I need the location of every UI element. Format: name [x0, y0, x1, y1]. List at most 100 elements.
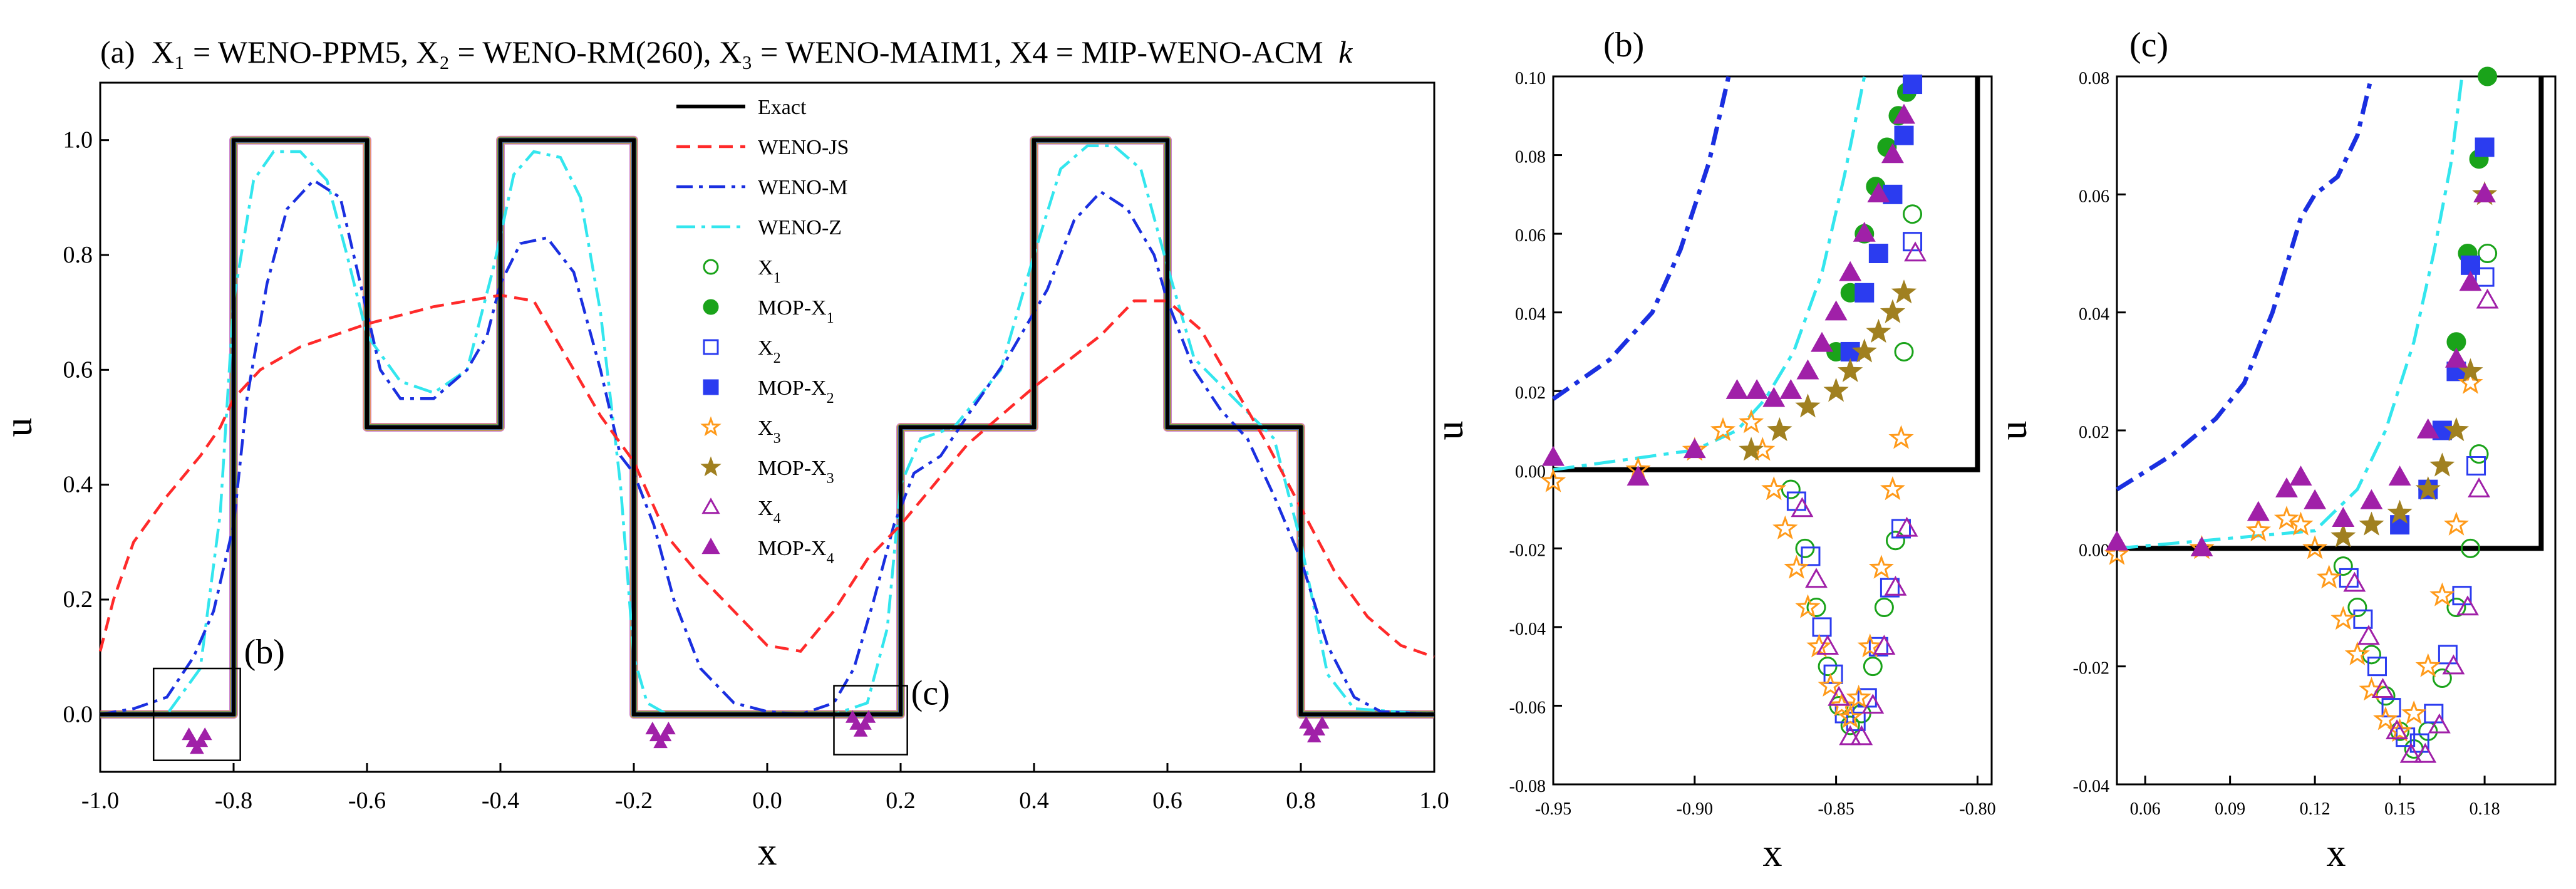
panel-b-marker-x3	[1761, 476, 1787, 501]
panel-b-marker-mop-x3	[1795, 393, 1821, 418]
panel-c-plot-frame	[2116, 75, 2557, 786]
panel-a-undershoot-marker	[197, 727, 212, 741]
panel-c-y-tick-label: 0.08	[2079, 69, 2109, 88]
panel-c-marker-x3	[2443, 511, 2470, 536]
panel-b-marker-mop-x4	[1881, 143, 1904, 164]
panel-b-marker-x3	[1888, 425, 1914, 449]
panel-c-marker-x1	[2432, 668, 2452, 688]
panel-b-marker-x3	[1857, 633, 1883, 658]
panel-b-marker-x3	[1868, 554, 1894, 579]
panel-a-undershoot-marker	[661, 721, 676, 735]
panel-b-marker-x3	[1795, 594, 1821, 618]
panel-c-y-axis-label: u	[1992, 421, 2035, 440]
panel-c-y-tick-label: 0.02	[2079, 423, 2109, 442]
panel-a-x-tick-label: 0.6	[1152, 788, 1182, 814]
panel-b-y-tick-label: -0.06	[1509, 698, 1546, 717]
panel-a-undershoot-marker	[1311, 722, 1326, 736]
legend-marker-x2	[703, 339, 719, 355]
panel-b-y-tick-label: -0.08	[1509, 777, 1546, 796]
panel-c-marker-x3	[2245, 517, 2271, 542]
panel-a-undershoot-marker	[861, 710, 876, 723]
panel-c-marker-x4	[2357, 625, 2380, 645]
panel-c-y-tick-label: 0.06	[2079, 187, 2109, 206]
panel-c-marker-mop-x3	[2458, 358, 2483, 382]
panel-c-weno-z-line	[2116, 76, 2464, 550]
panel-b-y-tick-label: 0.02	[1515, 383, 1546, 403]
legend-label: X1	[758, 256, 781, 286]
panel-c-y-tick-label: -0.02	[2073, 659, 2109, 678]
panel-a-x-tick-label: -0.2	[615, 788, 653, 814]
panel-b-marker-mop-x4	[1839, 261, 1862, 281]
panel-c-marker-x4	[2399, 742, 2423, 763]
panel-c-marker-x1	[2361, 645, 2381, 665]
panel-b-marker-mop-x4	[1824, 300, 1848, 321]
panel-b-marker-mop-x4	[1762, 387, 1786, 407]
panel-c-marker-mop-x4	[2289, 465, 2312, 486]
panel-b-marker-x1	[1863, 657, 1883, 677]
panel-c: 0.06 0.09 0.12 0.15 0.18 -0.04 -0.02 0.00 0.02 0.…	[1992, 66, 2557, 875]
panel-c-marker-x4	[2468, 477, 2491, 497]
panel-b-y-tick-label: 0.00	[1515, 462, 1546, 482]
panel-b-marker-x4	[1904, 241, 1927, 262]
panel-b-marker-mop-x3	[1838, 358, 1863, 382]
panel-b-x-tick-label: -0.90	[1677, 799, 1713, 819]
panel-b-marker-x1	[1781, 479, 1801, 499]
panel-b: -0.95 -0.90 -0.85 -0.80 -0.08 -0.06 -0.04 -0.02…	[1429, 69, 1996, 875]
panel-a-undershoot-marker	[194, 734, 209, 747]
panel-c-marker-mop-x4	[2190, 536, 2213, 557]
panel-c-marker-mop-x4	[2360, 489, 2383, 509]
figure-title: (a) X₁ = WENO-PPM5, X₂ = WENO-RM(260), X…	[100, 34, 1353, 70]
legend-label: Exact	[758, 96, 807, 119]
panel-b-marker-x2	[1880, 578, 1900, 598]
panel-b-marker-x2	[1868, 637, 1888, 657]
legend-marker-mop-x4	[701, 538, 720, 554]
panel-c-exact-line	[2117, 76, 2544, 551]
panel-c-marker-x1	[2478, 244, 2498, 263]
panel-b-marker-mop-x4	[1725, 379, 1749, 399]
panel-b-y-tick-label: -0.04	[1509, 620, 1546, 639]
panel-b-x-tick-label: -0.85	[1818, 799, 1854, 819]
inset-label-c: (c)	[911, 674, 950, 713]
panel-b-marker-x4	[1816, 635, 1839, 655]
panel-b-marker-x4	[1861, 694, 1885, 714]
panel-c-y-tick-label: -0.04	[2073, 777, 2109, 796]
inset-box-b	[152, 667, 241, 761]
panel-a-series-weno-js	[98, 293, 1435, 658]
panel-a-y-tick-label: 1.0	[63, 127, 93, 153]
panel-c-marker-mop-x4	[2332, 507, 2355, 527]
panel-b-marker-x4	[1805, 568, 1828, 588]
panel-c-marker-x4	[2386, 719, 2409, 739]
panel-c-marker-x4	[2442, 654, 2465, 675]
panel-b-marker-x4	[1828, 685, 1851, 706]
panel-b-marker-x1	[1874, 598, 1894, 617]
panel-b-marker-x3	[1739, 409, 1764, 434]
panel-b-marker-mop-x2	[1854, 283, 1875, 303]
panel-c-marker-x2	[2438, 645, 2458, 665]
panel-b-exact-line	[1553, 76, 1980, 472]
panel-c-marker-mop-x4	[2275, 477, 2298, 497]
legend-label: X3	[758, 417, 781, 447]
panel-c-marker-mop-x1	[2478, 66, 2498, 86]
panel-b-weno-z-line	[1553, 76, 1866, 472]
panel-a-series-weno-m	[100, 178, 1435, 716]
panel-b-marker-mop-x4	[1811, 331, 1834, 352]
panel-b-marker-x3	[1710, 417, 1735, 442]
panel-a-undershoot-marker	[653, 735, 668, 749]
panel-a-undershoot-marker	[1315, 715, 1330, 729]
panel-a-y-tick-label: 0.6	[63, 356, 93, 383]
panel-c-x-tick-label: 0.15	[2384, 799, 2415, 819]
panel-c-weno-m-line	[2116, 76, 2374, 492]
panel-b-marker-mop-x4	[1867, 182, 1890, 203]
panel-c-marker-x1	[2469, 444, 2489, 464]
panel-b-y-tick-label: -0.02	[1509, 541, 1546, 560]
legend-marker-x3	[700, 416, 722, 437]
panel-c-marker-mop-x3	[2429, 452, 2455, 477]
panel-b-marker-mop-x4	[1627, 465, 1650, 486]
panel-b-marker-x4	[1884, 575, 1907, 596]
panel-c-marker-mop-x4	[2304, 489, 2327, 509]
panel-c-marker-x3	[2104, 541, 2130, 565]
panel-a-y-tick-label: 0.4	[63, 472, 93, 498]
panel-c-marker-x3	[2344, 641, 2370, 665]
panel-b-marker-x1	[1806, 598, 1826, 617]
